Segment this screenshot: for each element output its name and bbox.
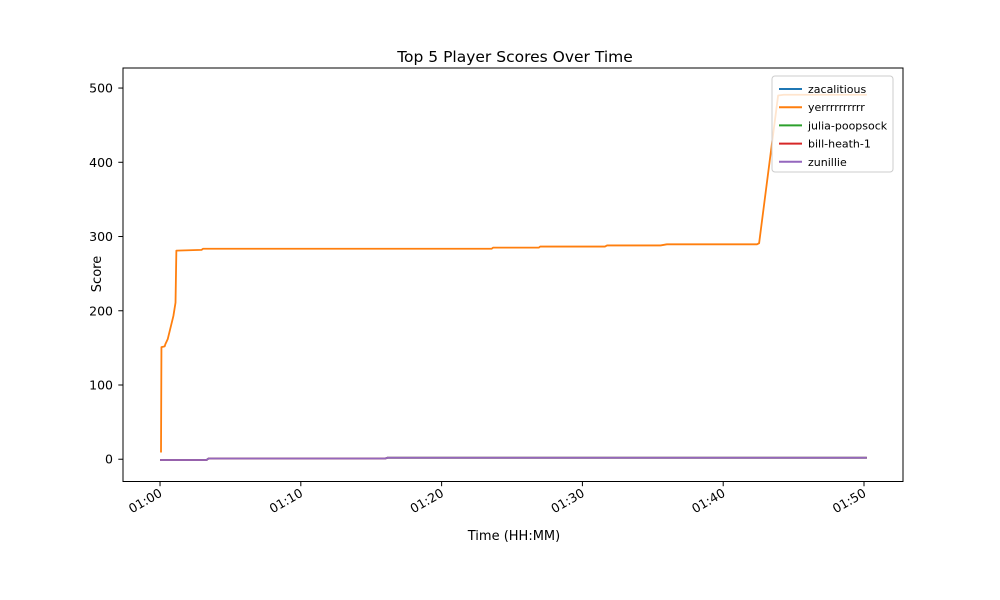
- series-line-zunillie: [160, 456, 867, 461]
- series-line-yerrrrrrrrrr: [160, 93, 867, 453]
- y-axis-label: Score: [90, 256, 105, 292]
- legend-label-bill-heath-1: bill-heath-1: [808, 138, 871, 151]
- x-tick-label: 01:30: [548, 485, 587, 516]
- x-tick-label: 01:20: [407, 485, 446, 516]
- x-axis-label: Time (HH:MM): [467, 529, 560, 544]
- legend-label-zacalitious: zacalitious: [808, 83, 866, 96]
- y-tick-label: 0: [105, 452, 113, 467]
- legend-label-zunillie: zunillie: [808, 156, 847, 169]
- y-tick-label: 100: [89, 377, 113, 392]
- x-tick-label: 01:10: [267, 485, 306, 516]
- plot-area: 01:00 01:10 01:20 01:30 01:40 01:50 0 100 200 300…: [89, 67, 904, 516]
- x-tick-label: 01:50: [830, 485, 869, 516]
- legend-label-julia-poopsock: julia-poopsock: [807, 119, 888, 132]
- x-tick-label: 01:40: [689, 485, 728, 516]
- legend: zacalitious yerrrrrrrrrr julia-poopsock bil…: [771, 75, 894, 173]
- y-tick-label: 300: [89, 229, 113, 244]
- legend-box: [771, 75, 894, 173]
- plot-spines: [122, 67, 904, 482]
- legend-label-yerrrrrrrrrr: yerrrrrrrrrr: [808, 101, 865, 114]
- x-tick-label: 01:00: [126, 485, 165, 516]
- y-tick-label: 200: [89, 303, 113, 318]
- y-tick-label: 500: [89, 81, 113, 96]
- y-tick-label: 400: [89, 155, 113, 170]
- chart-title: Top 5 Player Scores Over Time: [396, 48, 633, 66]
